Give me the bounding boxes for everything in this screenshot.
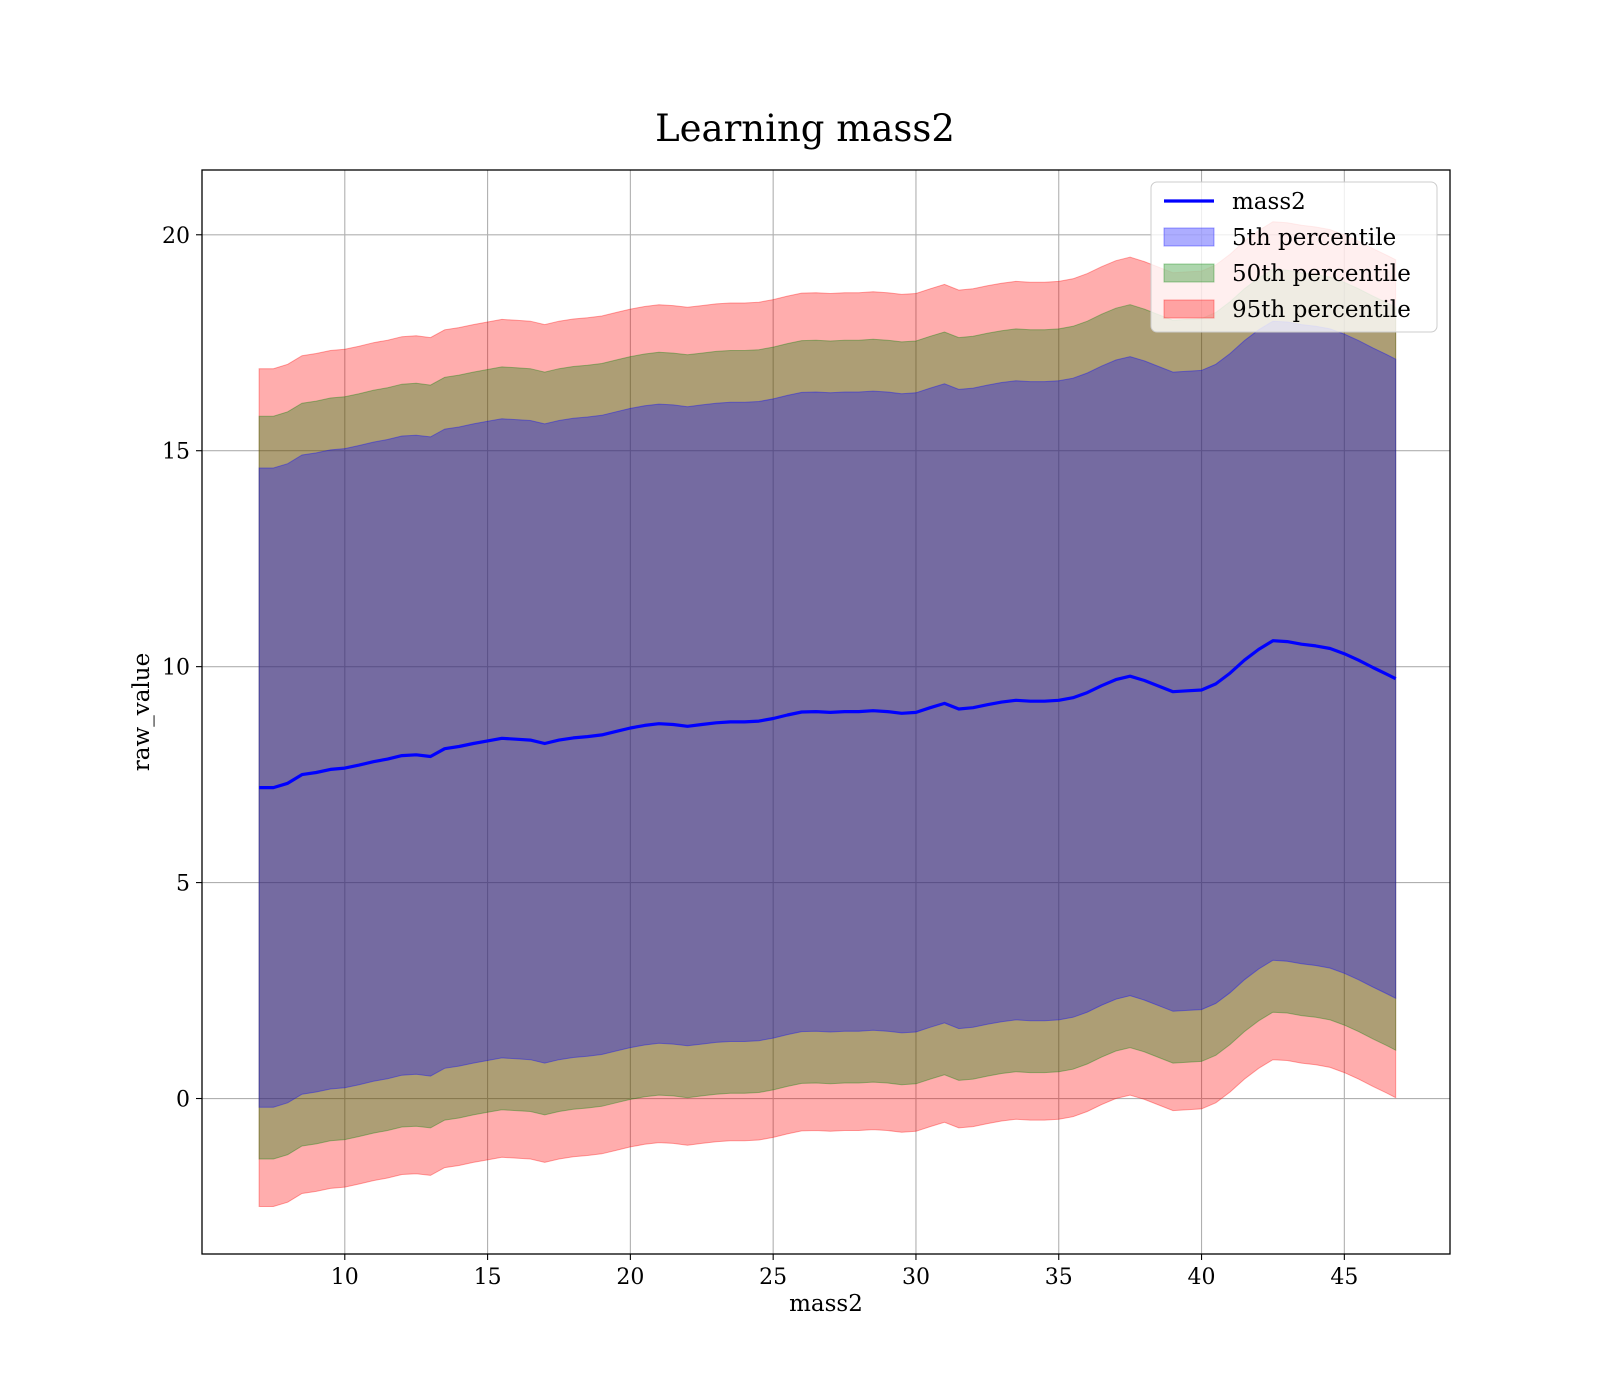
x-axis-label: mass2: [789, 1291, 863, 1317]
legend-box: [1150, 181, 1438, 333]
x-tick-label: 20: [616, 1265, 644, 1290]
legend: mass2 5th percentile 50th percentile 95th p…: [1150, 181, 1438, 333]
x-tick-label: 45: [1330, 1265, 1358, 1290]
legend-label-95th-percentile: 95th percentile: [1232, 297, 1411, 323]
legend-label-50th-percentile: 50th percentile: [1232, 261, 1411, 287]
y-tick-label: 0: [176, 1088, 190, 1113]
legend-label-mass2: mass2: [1232, 189, 1306, 215]
y-tick-label: 10: [162, 656, 190, 681]
y-tick-label: 15: [162, 440, 190, 465]
legend-swatch-95th-percentile: [1163, 299, 1215, 319]
band-50th-percentile: [258, 268, 1397, 1160]
plot-frame: [201, 169, 1451, 1255]
legend-label-5th-percentile: 5th percentile: [1232, 225, 1396, 251]
x-tick-label: 10: [331, 1265, 359, 1290]
x-tick-label: 30: [902, 1265, 930, 1290]
x-tick-label: 15: [474, 1265, 502, 1290]
percentile-bands: [258, 221, 1397, 1207]
legend-swatch-5th-percentile: [1163, 227, 1215, 247]
band-95th-percentile: [258, 221, 1397, 1207]
y-tick-label: 20: [162, 224, 190, 249]
line-mass2: [259, 639, 1397, 790]
legend-swatch-50th-percentile: [1163, 263, 1215, 283]
chart-title: Learning mass2: [655, 107, 955, 150]
y-tick-label: 5: [176, 872, 190, 897]
series-lines: [259, 639, 1397, 790]
x-axis-ticks: 10 15 20 25 30 35 40 45: [331, 1254, 1358, 1290]
x-tick-label: 35: [1045, 1265, 1073, 1290]
y-axis-label: raw_value: [129, 653, 155, 771]
x-tick-label: 40: [1188, 1265, 1216, 1290]
y-axis-ticks: 0 5 10 15 20: [162, 224, 202, 1113]
band-5th-percentile: [258, 320, 1397, 1108]
x-tick-label: 25: [759, 1265, 787, 1290]
